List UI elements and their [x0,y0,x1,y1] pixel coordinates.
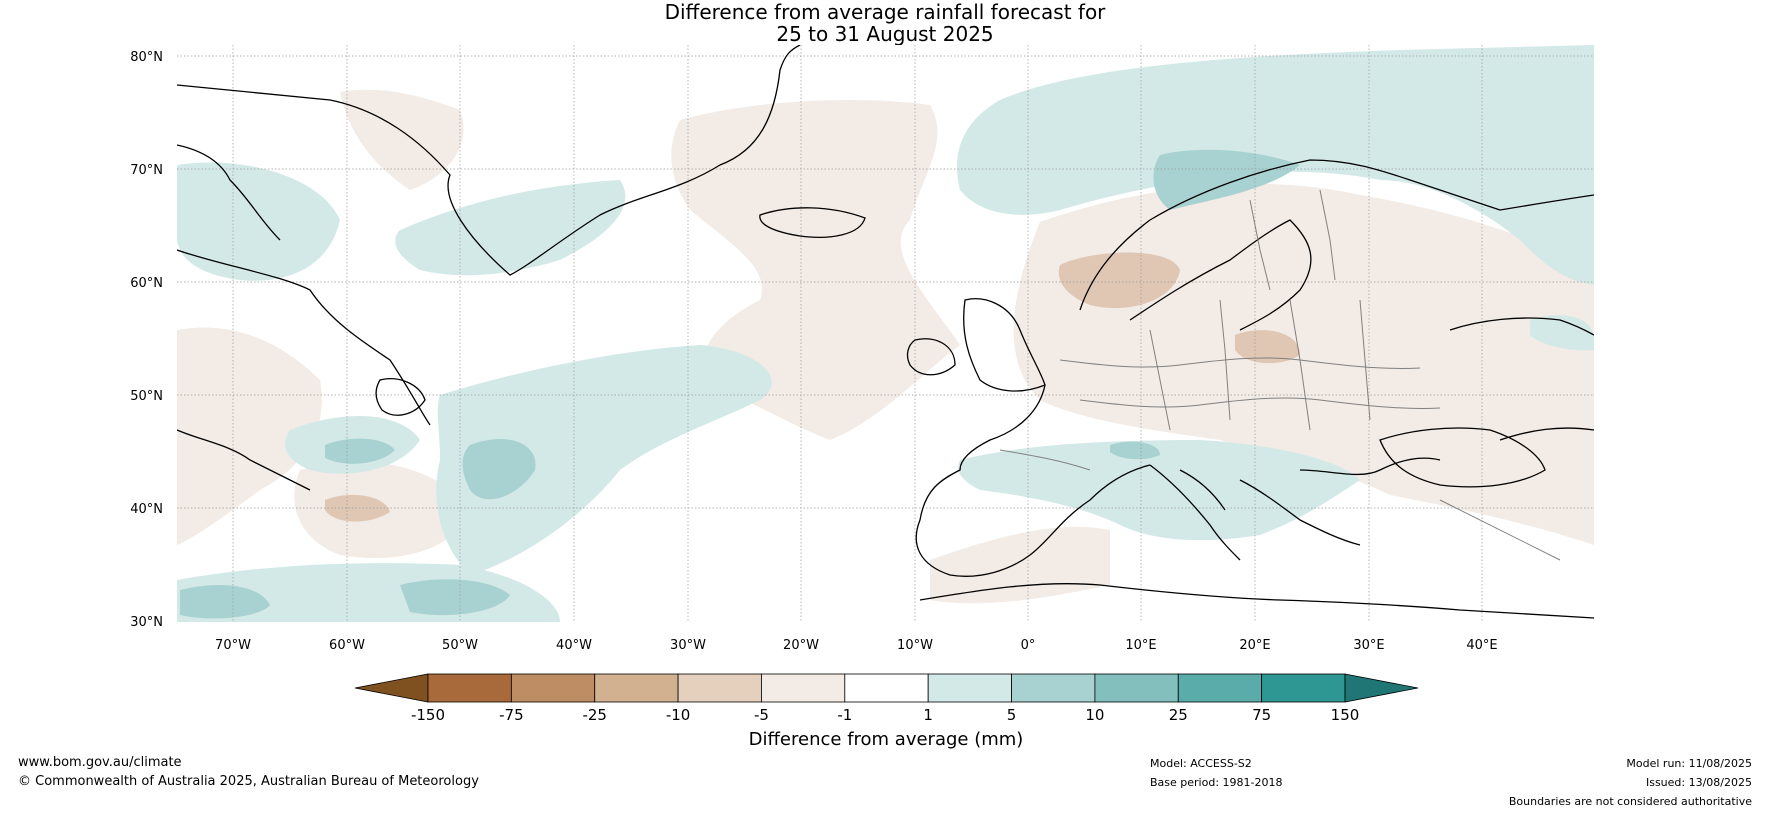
colorbar-cell [761,673,846,703]
base-period: Base period: 1981-2018 [1150,776,1283,789]
balkans-coast [1239,457,1441,546]
colorbar-cells [427,673,1346,703]
colorbar-tick-label: -5 [754,706,769,724]
lon-label: 40°E [1466,638,1497,653]
copyright-notice: © Commonwealth of Australia 2025, Austra… [18,774,479,789]
north-africa-coast [919,583,1594,619]
map-panel [177,45,1594,622]
colorbar-cell [1177,673,1263,703]
colorbar-tick-label: 25 [1169,706,1188,724]
lon-label: 30°W [670,638,706,653]
colorbar-tick-label: -25 [582,706,607,724]
model-name: Model: ACCESS-S2 [1150,757,1252,770]
europe-west-coast [915,384,1151,577]
colorbar-cell [510,673,596,703]
colorbar-tick-label: 75 [1252,706,1271,724]
lat-label: 80°N [130,50,163,65]
graticule [177,45,1594,622]
anomaly-shading [177,45,1594,622]
lat-label: 50°N [130,389,163,404]
wet-region-labrador [177,162,340,281]
colorbar-tick-label: -150 [411,706,445,724]
lat-label: 60°N [130,276,163,291]
dry-region-west-atlantic [177,327,322,545]
colorbar-tick-label: -10 [666,706,691,724]
lon-label: 30°E [1353,638,1384,653]
scandinavia-coast [1079,159,1501,331]
boundaries-disclaimer: Boundaries are not considered authoritat… [1508,795,1752,808]
colorbar-cell [844,673,929,703]
colorbar-tick-label: 10 [1085,706,1104,724]
black-sea-coast [1379,427,1546,488]
colorbar-tick-labels: -150 -75 -25 -10 -5 -1 1 5 10 25 75 150 [411,706,1359,724]
dry-core-atlantic [325,494,390,522]
colorbar-tick-label: 1 [923,706,933,724]
wet-core-mid-atlantic [462,439,536,500]
colorbar-tick-label: -75 [499,706,524,724]
colorbar-label: Difference from average (mm) [749,729,1024,750]
colorbar-cell [677,673,762,703]
website-url[interactable]: www.bom.gov.au/climate [18,755,182,770]
dry-core-poland [1235,330,1300,364]
colorbar-tick-label: -1 [837,706,852,724]
colorbar-tick-label: 150 [1331,706,1360,724]
colorbar-cell [1261,673,1346,703]
canada-coast [177,144,431,491]
longitude-labels: 70°W 60°W 50°W 40°W 30°W 20°W 10°W 0° 10… [215,638,1498,653]
lon-label: 60°W [329,638,365,653]
model-run-date: Model run: 11/08/2025 [1626,757,1752,770]
dry-region-greenland-sea [340,89,464,190]
colorbar-cell [1011,673,1096,703]
colorbar-extend-right [1344,673,1419,703]
lon-label: 40°W [556,638,592,653]
wet-region-caspian [1530,315,1594,351]
lat-label: 70°N [130,163,163,178]
colorbar-cell [594,673,679,703]
italy-coast [1149,464,1241,561]
colorbar-cell [1094,673,1179,703]
wet-region-greenland-south [395,180,626,276]
map-title-line1: Difference from average rainfall forecas… [664,0,1106,24]
lon-label: 20°W [783,638,819,653]
newfoundland-coast [375,378,426,416]
iceland-coast [759,207,866,238]
colorbar-tick-label: 5 [1007,706,1017,724]
wet-core-newfoundland [325,438,395,464]
lat-label: 30°N [130,615,163,630]
map-title-line2: 25 to 31 August 2025 [776,22,994,46]
lon-label: 0° [1021,638,1036,653]
country-borders [999,189,1561,561]
lon-label: 50°W [442,638,478,653]
wet-core-bottom-left [180,579,510,619]
greenland-coast [177,45,801,276]
coastlines [177,45,1594,619]
colorbar-extend-left [354,673,429,703]
dry-core-scandinavia [1058,252,1180,309]
wet-core-alps [1110,441,1160,460]
colorbar-cell [927,673,1012,703]
colorbar-cell [427,673,512,703]
russia-north-coast [1449,194,1594,441]
lon-label: 20°E [1239,638,1270,653]
lon-label: 70°W [215,638,251,653]
wet-region-norway [1153,149,1300,210]
colorbar: -150 -75 -25 -10 -5 -1 1 5 10 25 75 150 Difference … [354,673,1419,750]
wet-region-mediterranean [958,440,1360,541]
lon-label: 10°E [1125,638,1156,653]
lon-label: 10°W [897,638,933,653]
issued-date: Issued: 13/08/2025 [1645,776,1752,789]
latitude-labels: 80°N 70°N 60°N 50°N 40°N 30°N [130,50,163,630]
lat-label: 40°N [130,502,163,517]
